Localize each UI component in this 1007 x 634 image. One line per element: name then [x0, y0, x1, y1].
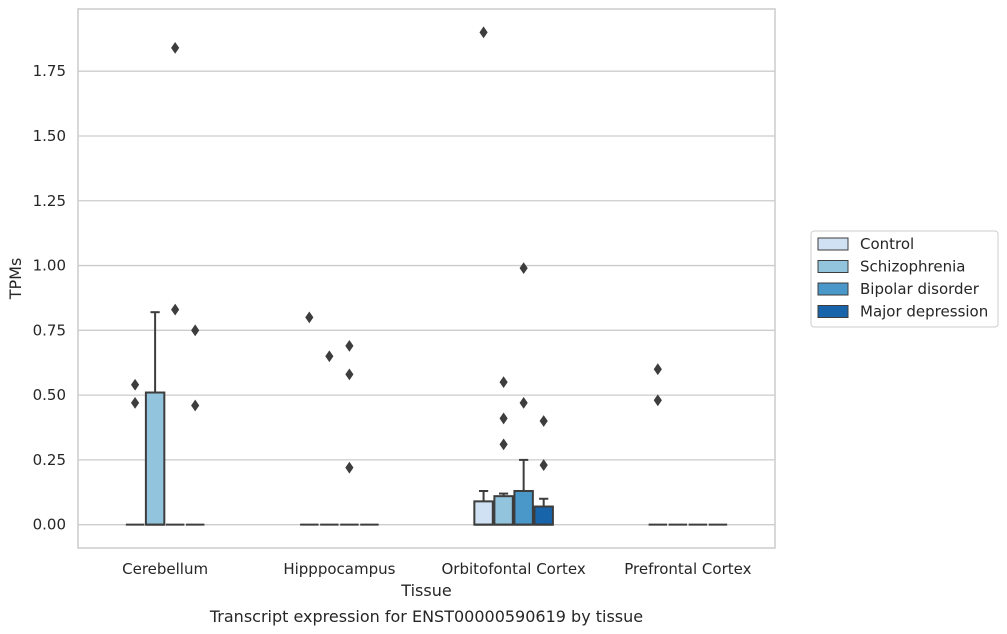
box-group — [513, 262, 534, 526]
outlier-point — [653, 394, 662, 407]
outlier-point — [171, 41, 180, 54]
outlier-point — [345, 461, 354, 474]
legend-item: Bipolar disorder — [817, 280, 980, 298]
y-axis-title: TPMs — [6, 258, 25, 301]
outlier-point — [305, 311, 314, 324]
outlier-point — [519, 396, 528, 409]
outlier-point — [171, 303, 180, 316]
box-group — [473, 26, 494, 526]
legend-item: Schizophrenia — [817, 258, 965, 276]
outlier-point — [325, 350, 334, 363]
gridlines — [78, 70, 775, 526]
series-control — [125, 26, 668, 526]
y-tick-label: 1.75 — [33, 62, 66, 80]
y-tick-label: 0.50 — [33, 386, 66, 404]
box-group — [185, 324, 205, 526]
legend-label: Bipolar disorder — [860, 280, 980, 298]
outlier-point — [653, 363, 662, 376]
outlier-point — [499, 376, 508, 389]
box-group — [300, 311, 319, 526]
box-group — [165, 41, 185, 526]
outlier-point — [345, 339, 354, 352]
y-tick-label: 1.25 — [33, 192, 66, 210]
x-tick-label: Hipppocampus — [283, 560, 395, 578]
outlier-point — [539, 415, 548, 427]
legend-label: Schizophrenia — [860, 258, 965, 276]
plot-area-frame — [77, 8, 776, 549]
x-tick-label: Prefrontal Cortex — [624, 560, 751, 578]
y-tick-label: 0.75 — [33, 321, 66, 339]
box — [144, 391, 166, 526]
outlier-point — [499, 438, 508, 451]
y-axis-ticks: 0.00 0.25 0.50 0.75 1.00 1.25 1.50 1.75 — [33, 62, 66, 533]
legend: Control Schizophrenia Bipolar disorder Majo… — [810, 230, 999, 328]
box-group — [648, 363, 668, 526]
x-axis-ticks: Cerebellum Hipppocampus Orbitofontal Corte… — [122, 560, 751, 578]
box — [513, 489, 534, 526]
legend-frame — [810, 230, 999, 328]
y-tick-label: 0.25 — [33, 451, 66, 469]
box-group — [533, 415, 554, 526]
box-group — [493, 376, 514, 526]
box-group — [144, 311, 166, 526]
legend-item: Control — [817, 235, 914, 253]
box-group — [320, 350, 339, 526]
outlier-point — [519, 262, 528, 275]
box — [473, 500, 494, 526]
box — [493, 495, 514, 526]
series-schizophrenia — [144, 311, 688, 526]
outlier-point — [130, 378, 140, 391]
legend-swatch — [817, 260, 849, 273]
box-group — [125, 378, 145, 526]
box — [533, 505, 554, 526]
box-plot-series — [125, 26, 728, 526]
legend-label: Major depression — [860, 303, 988, 321]
x-tick-label: Orbitofontal Cortex — [442, 560, 586, 578]
outlier-point — [479, 26, 488, 39]
outlier-point — [191, 324, 200, 337]
outlier-point — [499, 412, 508, 425]
outlier-point — [191, 399, 200, 412]
legend-swatch — [817, 237, 849, 251]
x-tick-label: Cerebellum — [122, 560, 208, 578]
outlier-point — [539, 459, 548, 471]
legend-swatch — [817, 305, 849, 318]
chart-caption: Transcript expression for ENST0000059061… — [209, 607, 643, 626]
x-axis-title: Tissue — [400, 581, 451, 600]
legend-item: Major depression — [817, 303, 988, 321]
legend-swatch — [817, 282, 849, 296]
y-tick-label: 0.00 — [33, 516, 66, 534]
box-group — [340, 339, 359, 526]
outlier-point — [130, 396, 140, 409]
legend-label: Control — [860, 235, 914, 253]
y-tick-label: 1.00 — [33, 257, 66, 275]
series-major-depression — [185, 324, 728, 526]
y-tick-label: 1.50 — [33, 127, 66, 145]
series-bipolar-disorder — [165, 41, 708, 526]
outlier-point — [345, 368, 354, 381]
